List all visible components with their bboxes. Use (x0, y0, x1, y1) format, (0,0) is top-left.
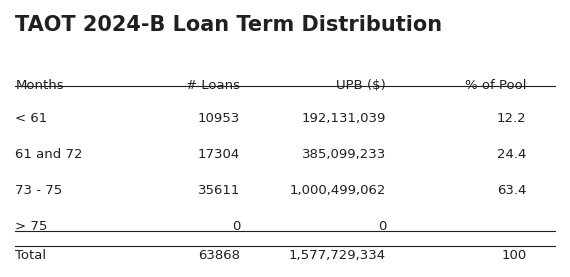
Text: 35611: 35611 (198, 184, 240, 197)
Text: > 75: > 75 (15, 220, 48, 234)
Text: 17304: 17304 (198, 148, 240, 161)
Text: TAOT 2024-B Loan Term Distribution: TAOT 2024-B Loan Term Distribution (15, 15, 442, 35)
Text: < 61: < 61 (15, 112, 48, 125)
Text: 63.4: 63.4 (497, 184, 527, 197)
Text: 73 - 75: 73 - 75 (15, 184, 63, 197)
Text: 1,000,499,062: 1,000,499,062 (290, 184, 386, 197)
Text: 192,131,039: 192,131,039 (302, 112, 386, 125)
Text: 24.4: 24.4 (497, 148, 527, 161)
Text: 10953: 10953 (198, 112, 240, 125)
Text: 0: 0 (231, 220, 240, 234)
Text: Total: Total (15, 249, 47, 262)
Text: UPB ($): UPB ($) (336, 79, 386, 93)
Text: 1,577,729,334: 1,577,729,334 (289, 249, 386, 262)
Text: 100: 100 (501, 249, 527, 262)
Text: 12.2: 12.2 (497, 112, 527, 125)
Text: 61 and 72: 61 and 72 (15, 148, 83, 161)
Text: 0: 0 (378, 220, 386, 234)
Text: Months: Months (15, 79, 64, 93)
Text: 63868: 63868 (198, 249, 240, 262)
Text: # Loans: # Loans (186, 79, 240, 93)
Text: % of Pool: % of Pool (465, 79, 527, 93)
Text: 385,099,233: 385,099,233 (302, 148, 386, 161)
